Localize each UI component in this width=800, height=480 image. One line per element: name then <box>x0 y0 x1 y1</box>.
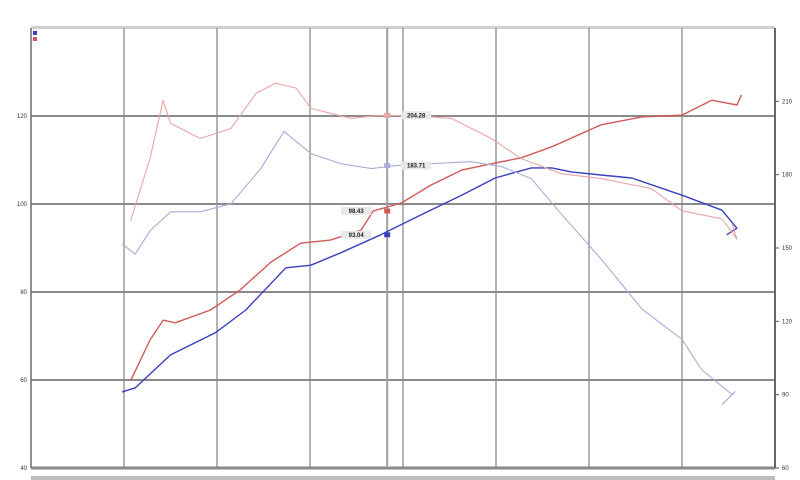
series-lines <box>121 82 743 406</box>
axis-ticks: 40 60 80 100 120 60 90 120 150 180 210 <box>17 99 793 472</box>
legend <box>33 31 37 41</box>
cursor-point-run2_power <box>384 208 391 214</box>
cursor-value-label: 98.43 <box>349 209 365 215</box>
cursor-point-run1_torque <box>384 163 391 169</box>
right-tick-label: 150 <box>782 246 793 252</box>
cursor-point-run1_power <box>384 232 391 238</box>
legend-marker-run2 <box>33 37 37 41</box>
right-tick-label: 180 <box>782 173 793 179</box>
series-line-run1_torque <box>121 130 736 406</box>
cursor-label-box <box>401 161 432 170</box>
left-tick-label: 100 <box>17 202 28 208</box>
right-tick-label: 60 <box>782 466 789 472</box>
cursor-value-label: 183.71 <box>407 164 426 170</box>
right-tick-label: 90 <box>782 393 789 399</box>
scrollbar <box>31 476 775 480</box>
left-tick-label: 120 <box>17 114 28 120</box>
cursor-label-box <box>341 230 372 239</box>
series-line-run2_torque <box>129 82 738 240</box>
left-tick-label: 40 <box>20 466 27 472</box>
cursor-point-run2_torque <box>384 112 391 118</box>
cursor-label-box <box>401 111 432 120</box>
cursor-value-label: 204.28 <box>407 113 426 119</box>
left-tick-label: 80 <box>20 290 27 296</box>
series-line-run1_power <box>121 167 738 393</box>
right-tick-label: 210 <box>782 99 793 105</box>
right-tick-label: 120 <box>782 319 793 325</box>
legend-marker-run1 <box>33 31 37 35</box>
series-line-run2_power <box>129 94 743 382</box>
left-tick-label: 60 <box>20 378 27 384</box>
grid <box>30 26 776 480</box>
cursor-label-box <box>341 207 372 216</box>
cursor-labels: 204.28 183.71 98.43 93.04 <box>341 111 432 239</box>
top-border <box>31 26 775 29</box>
cursor-value-label: 93.04 <box>349 233 365 239</box>
